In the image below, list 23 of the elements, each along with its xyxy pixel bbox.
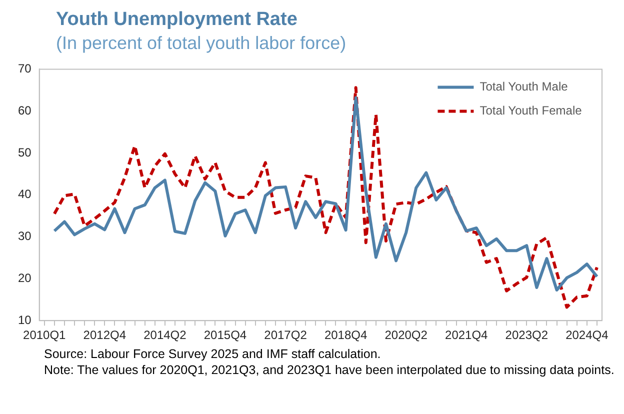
y-tick-label: 20 bbox=[18, 271, 32, 286]
x-tick-label: 2017Q2 bbox=[264, 328, 308, 342]
chart-subtitle: (In percent of total youth labor force) bbox=[56, 32, 348, 54]
x-tick-label: 2010Q1 bbox=[23, 328, 66, 342]
x-tick-label: 2014Q2 bbox=[144, 328, 187, 342]
x-tick-label: 2023Q2 bbox=[505, 328, 548, 342]
legend-label: Total Youth Female bbox=[480, 104, 582, 118]
y-tick-label: 70 bbox=[18, 62, 32, 76]
x-tick-label: 2018Q4 bbox=[324, 328, 368, 342]
text: Note: The values for 2020Q1, 2021Q3, and 2023Q1 have been interpolated due to missing data points. bbox=[44, 362, 616, 378]
x-tick-label: 2024Q4 bbox=[566, 328, 609, 342]
x-tick-label: 2021Q4 bbox=[445, 328, 488, 342]
chart-title: Youth Unemployment Rate bbox=[56, 8, 298, 32]
y-tick-label: 10 bbox=[18, 312, 32, 327]
source-note: Source: Labour Force Survey 2025 and IMF staff calculation. bbox=[44, 346, 382, 362]
y-tick-label: 60 bbox=[18, 103, 32, 118]
y-tick-label: 30 bbox=[18, 229, 32, 244]
y-tick-label: 50 bbox=[18, 145, 32, 160]
legend-label: Total Youth Male bbox=[480, 80, 568, 94]
x-tick-label: 2020Q2 bbox=[384, 328, 428, 342]
x-tick-label: 2015Q4 bbox=[204, 328, 247, 342]
x-tick-label: 2012Q4 bbox=[83, 328, 126, 342]
y-tick-label: 40 bbox=[18, 187, 32, 202]
